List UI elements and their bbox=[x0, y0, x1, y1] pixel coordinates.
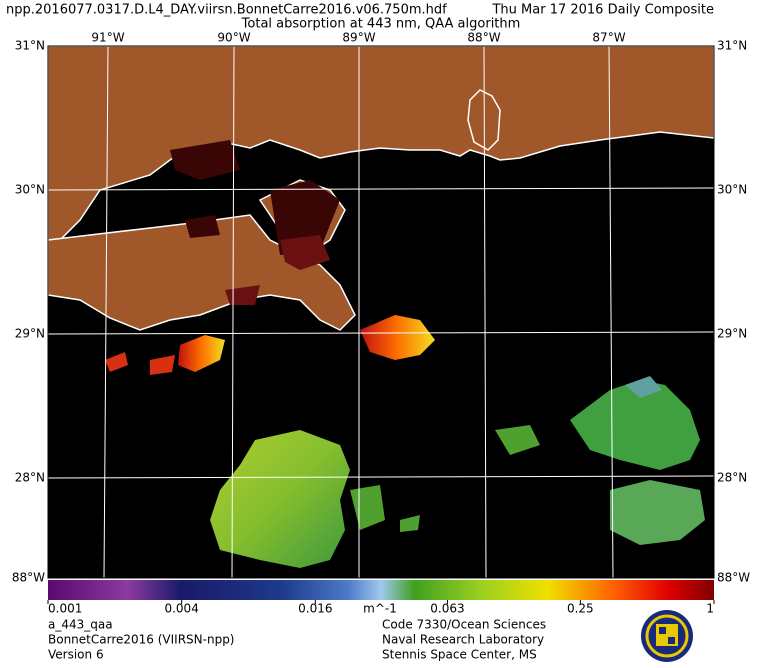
lat-label: 28°N bbox=[15, 471, 45, 485]
land bbox=[48, 214, 356, 331]
lon-label: 91°W bbox=[91, 31, 124, 45]
lat-label: 30°N bbox=[717, 183, 747, 197]
logo-shield bbox=[659, 627, 666, 634]
chlorophyll-patch bbox=[210, 430, 350, 568]
lat-label: 28°N bbox=[717, 471, 747, 485]
chlorophyll-patch bbox=[610, 480, 705, 545]
footer-left: BonnetCarre2016 (VIIRSN-npp) bbox=[48, 633, 235, 647]
graticule-line bbox=[231, 46, 235, 578]
colorbar-unit: m^-1 bbox=[363, 602, 397, 616]
colorbar-tick-label: 0.25 bbox=[567, 602, 594, 616]
colorbar-tick-label: 1 bbox=[706, 602, 714, 616]
colorbar-ticks: 0.001 0.004 0.016 0.063 0.25 1 m^-1 bbox=[47, 600, 715, 616]
lat-label: 29°N bbox=[717, 327, 747, 341]
footer-right: Naval Research Laboratory bbox=[382, 633, 544, 647]
graticule bbox=[48, 46, 714, 578]
colorbar-tick-label: 0.001 bbox=[48, 602, 82, 616]
graticule-line bbox=[103, 46, 109, 578]
lat-label: 31°N bbox=[15, 39, 45, 53]
graticule-line bbox=[608, 46, 614, 578]
lat-label: 30°N bbox=[15, 183, 45, 197]
chlorophyll-patch bbox=[350, 425, 540, 532]
graticule-line bbox=[483, 46, 487, 578]
plume bbox=[360, 315, 435, 360]
map-frame bbox=[47, 45, 715, 579]
turbid-water bbox=[225, 235, 330, 305]
footer-left: Version 6 bbox=[48, 648, 104, 662]
graticule-line bbox=[48, 475, 714, 479]
logo-shield bbox=[668, 637, 675, 644]
lon-label: 87°W bbox=[592, 31, 625, 45]
footer-left: a_443_qaa bbox=[48, 618, 113, 632]
colorbar-tick-label: 0.063 bbox=[430, 602, 464, 616]
nrl-logo bbox=[641, 610, 693, 662]
corner-label: 88°W bbox=[12, 571, 45, 585]
map-labels: 91°W 90°W 89°W 88°W 87°W 31°N 31°N 30°N 30°N 29°N… bbox=[12, 31, 750, 585]
title: Total absorption at 443 nm, QAA algorith… bbox=[241, 17, 521, 32]
chlorophyll-patch bbox=[625, 376, 662, 398]
plume bbox=[105, 352, 175, 375]
graticule-line bbox=[48, 187, 714, 191]
turbid-water bbox=[170, 140, 340, 255]
lon-label: 88°W bbox=[467, 31, 500, 45]
map bbox=[48, 46, 714, 578]
graticule-line bbox=[48, 331, 714, 335]
date: Thu Mar 17 2016 Daily Composite bbox=[491, 3, 714, 18]
colorbar-tick-label: 0.004 bbox=[164, 602, 198, 616]
chlorophyll-patch bbox=[570, 380, 700, 470]
land bbox=[48, 46, 714, 243]
colorbar-tick-label: 0.016 bbox=[298, 602, 332, 616]
footer-right: Code 7330/Ocean Sciences bbox=[382, 618, 546, 632]
colorbar bbox=[48, 580, 714, 600]
lon-label: 90°W bbox=[217, 31, 250, 45]
corner-label: 88°W bbox=[717, 571, 750, 585]
plume bbox=[178, 335, 225, 372]
file-name: npp.2016077.0317.D.L4_DAY.viirsn.BonnetC… bbox=[6, 3, 447, 18]
lat-label: 29°N bbox=[15, 327, 45, 341]
lat-label: 31°N bbox=[717, 39, 747, 53]
footer-right: Stennis Space Center, MS bbox=[382, 648, 537, 662]
lon-label: 89°W bbox=[342, 31, 375, 45]
logo-ring bbox=[645, 614, 689, 658]
